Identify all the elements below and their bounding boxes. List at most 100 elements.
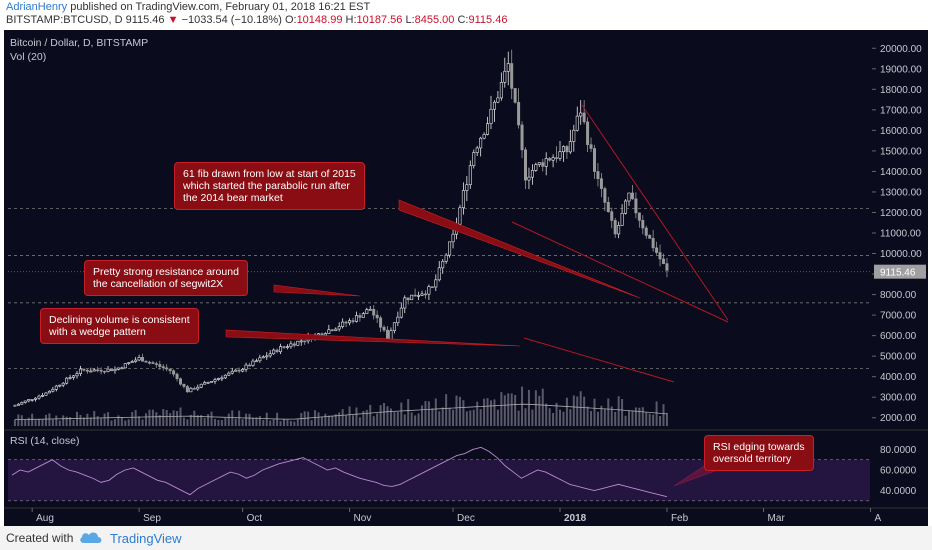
candle-up xyxy=(54,385,58,390)
candle-down xyxy=(168,368,172,372)
volume-bar xyxy=(293,421,296,426)
annotation-fib[interactable]: 61 fib drawn from low at start of 2015 w… xyxy=(174,162,365,210)
y-tick-label: 14000.00 xyxy=(880,167,922,178)
candle-up xyxy=(285,346,289,348)
volume-bar xyxy=(72,419,75,426)
candle-up xyxy=(361,313,365,318)
candle-up xyxy=(130,361,134,363)
candle-up xyxy=(417,295,421,297)
candle-up xyxy=(627,192,631,202)
author-link[interactable]: AdrianHenry xyxy=(6,1,68,13)
volume-bar xyxy=(200,414,203,426)
candle-down xyxy=(586,121,590,145)
candle-down xyxy=(99,369,103,372)
volume-bar xyxy=(424,401,427,426)
candle-down xyxy=(413,294,417,297)
volume-bar xyxy=(369,404,372,426)
price-change: −1033.54 (−10.18%) xyxy=(181,14,282,26)
candle-up xyxy=(575,115,579,131)
annotation-volume[interactable]: Declining volume is consistent with a we… xyxy=(40,308,199,344)
volume-bar xyxy=(31,413,34,426)
annotation-rsi[interactable]: RSI edging towards oversold territory xyxy=(704,435,814,471)
volume-bar xyxy=(500,392,503,426)
volume-bar xyxy=(341,409,344,426)
candle-up xyxy=(272,349,276,355)
annotation-resistance[interactable]: Pretty strong resistance around the canc… xyxy=(84,260,248,296)
candle-up xyxy=(451,233,455,243)
publish-header: AdrianHenry published on TradingView.com… xyxy=(0,0,932,28)
volume-bar xyxy=(210,411,213,426)
candle-down xyxy=(175,373,179,380)
volume-bar xyxy=(262,419,265,426)
candle-down xyxy=(372,308,376,316)
rsi-legend: RSI (14, close) xyxy=(10,435,79,447)
candle-down xyxy=(154,363,158,365)
wedge-upper-line xyxy=(581,104,729,321)
y-tick-label: 20000.00 xyxy=(880,44,922,55)
volume-bar xyxy=(376,413,379,426)
candle-down xyxy=(641,220,645,229)
time-axis[interactable]: Aug Sep Oct Nov Dec 2018 Feb Mar A xyxy=(31,508,882,524)
candle-up xyxy=(92,369,96,372)
candle-up xyxy=(334,328,338,331)
candle-down xyxy=(548,158,552,161)
candle-up xyxy=(427,286,431,295)
volume-bar xyxy=(514,395,517,426)
volume-bar xyxy=(621,399,624,426)
y-tick-label: 8000.00 xyxy=(880,290,917,301)
volume-bar xyxy=(24,419,27,426)
candle-down xyxy=(582,112,586,123)
volume-bar xyxy=(507,393,510,426)
candle-up xyxy=(189,388,193,393)
volume-bar xyxy=(545,403,548,426)
volume-bar xyxy=(572,395,575,426)
chart-area[interactable]: 2000.00 3000.00 4000.00 5000.00 6000.00 7000.… xyxy=(4,30,928,526)
volume-bar xyxy=(179,407,182,426)
volume-bar xyxy=(238,410,241,426)
candle-down xyxy=(589,144,593,149)
candle-down xyxy=(430,286,434,288)
candle-down xyxy=(282,346,286,348)
candle-up xyxy=(568,141,572,153)
low-label: L: xyxy=(405,14,415,26)
candle-down xyxy=(648,235,652,239)
volume-bar xyxy=(534,390,537,426)
volume-bar xyxy=(462,400,465,426)
candle-up xyxy=(392,322,396,331)
volume-bar xyxy=(458,396,461,426)
candle-up xyxy=(30,399,34,401)
y-tick-label: 7000.00 xyxy=(880,311,917,322)
volume-bar xyxy=(338,412,341,426)
price-axis[interactable]: 2000.00 3000.00 4000.00 5000.00 6000.00 7000.… xyxy=(4,30,928,526)
volume-bar xyxy=(431,408,434,426)
tradingview-cloud-icon[interactable] xyxy=(78,529,104,545)
volume-bar xyxy=(141,419,144,426)
y-tick-label: 19000.00 xyxy=(880,64,922,75)
volume-bar xyxy=(214,419,216,426)
candle-down xyxy=(151,362,155,364)
candle-down xyxy=(330,329,334,332)
volume-bar xyxy=(248,413,251,426)
y-tick-label: 5000.00 xyxy=(880,352,917,363)
volume-bar xyxy=(231,410,234,426)
volume-bar xyxy=(345,415,348,426)
candle-down xyxy=(661,258,665,264)
candle-up xyxy=(437,267,441,281)
candle-down xyxy=(658,252,662,260)
volume-bar xyxy=(421,405,423,426)
volume-bar xyxy=(576,396,579,426)
candle-up xyxy=(444,254,448,262)
x-tick-label: Feb xyxy=(671,513,689,524)
volume-bar xyxy=(41,419,44,426)
volume-bar xyxy=(617,396,620,426)
volume-bar xyxy=(120,417,123,426)
volume-bar xyxy=(355,407,358,426)
candle-up xyxy=(530,170,534,178)
volume-bar xyxy=(396,411,399,426)
volume-bar xyxy=(645,412,648,426)
y-tick-label: 12000.00 xyxy=(880,208,922,219)
volume-bar xyxy=(448,407,451,426)
volume-bar xyxy=(610,406,613,426)
candle-up xyxy=(223,374,227,379)
tradingview-brand[interactable]: TradingView xyxy=(110,531,182,546)
